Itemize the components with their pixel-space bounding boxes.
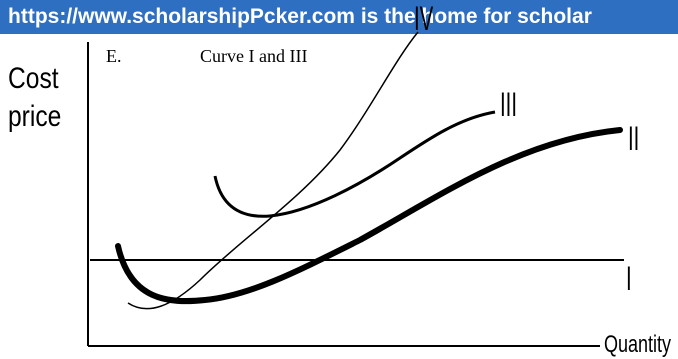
curve-label-iii: III: [500, 86, 518, 124]
source-banner: https://www.scholarshipPcker.com is the …: [0, 0, 678, 34]
curve-label-iv: IV: [414, 0, 434, 38]
x-axis-label: Quantity: [604, 331, 672, 358]
option-text: Curve I and III: [200, 46, 308, 66]
y-axis-label: Cost price: [8, 62, 62, 133]
curve-label-ii: II: [628, 120, 640, 158]
curve-ii: [115, 127, 623, 305]
option-letter: E.: [106, 46, 122, 66]
curve-iv: [127, 31, 419, 310]
curve-label-i: I: [626, 260, 632, 298]
curve-iii: [213, 110, 496, 218]
